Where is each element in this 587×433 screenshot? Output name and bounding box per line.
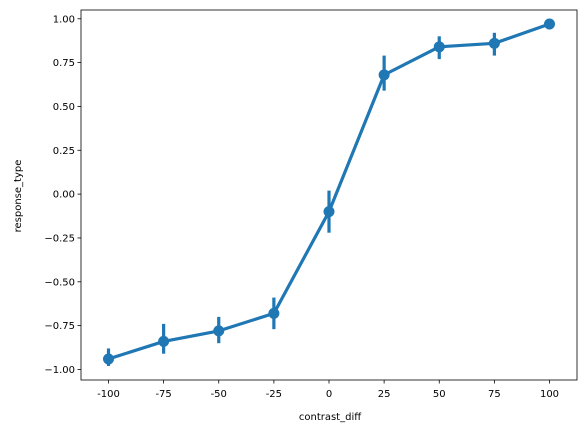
x-tick-label: 75 xyxy=(488,389,501,400)
y-tick-label: −1.00 xyxy=(44,365,75,376)
x-axis-ticks: -100 -75 -50 -25 0 25 50 75 100 xyxy=(97,380,559,400)
y-tick-label: 1.00 xyxy=(53,14,75,25)
data-point xyxy=(544,18,555,30)
data-point xyxy=(433,41,445,53)
x-tick-label: -75 xyxy=(155,389,171,400)
x-tick-label: -25 xyxy=(266,389,282,400)
data-point xyxy=(268,307,280,319)
y-tick-label: 0.75 xyxy=(53,58,75,69)
y-axis-label: response_type xyxy=(13,160,24,233)
x-tick-label: -50 xyxy=(211,389,227,400)
x-tick-label: 50 xyxy=(433,389,446,400)
x-tick-label: 25 xyxy=(378,389,391,400)
data-point xyxy=(323,206,335,218)
y-tick-label: 0.25 xyxy=(53,146,75,157)
y-tick-label: 0.00 xyxy=(53,190,75,201)
x-tick-label: 100 xyxy=(540,389,559,400)
data-point xyxy=(213,325,225,337)
y-tick-label: −0.75 xyxy=(44,321,75,332)
x-axis-label: contrast_diff xyxy=(299,412,362,423)
y-tick-label: −0.25 xyxy=(44,233,75,244)
data-point xyxy=(488,37,500,49)
x-tick-label: 0 xyxy=(326,389,332,400)
data-point xyxy=(103,353,114,365)
y-tick-label: −0.50 xyxy=(44,277,75,288)
series-layer xyxy=(103,18,555,366)
data-point xyxy=(158,335,170,347)
data-point xyxy=(378,69,390,81)
y-tick-label: 0.50 xyxy=(53,102,75,113)
y-axis-ticks: −1.00 −0.75 −0.50 −0.25 0.00 0.25 0.50 0.75 1.00 xyxy=(44,14,81,376)
x-tick-label: -100 xyxy=(97,389,120,400)
